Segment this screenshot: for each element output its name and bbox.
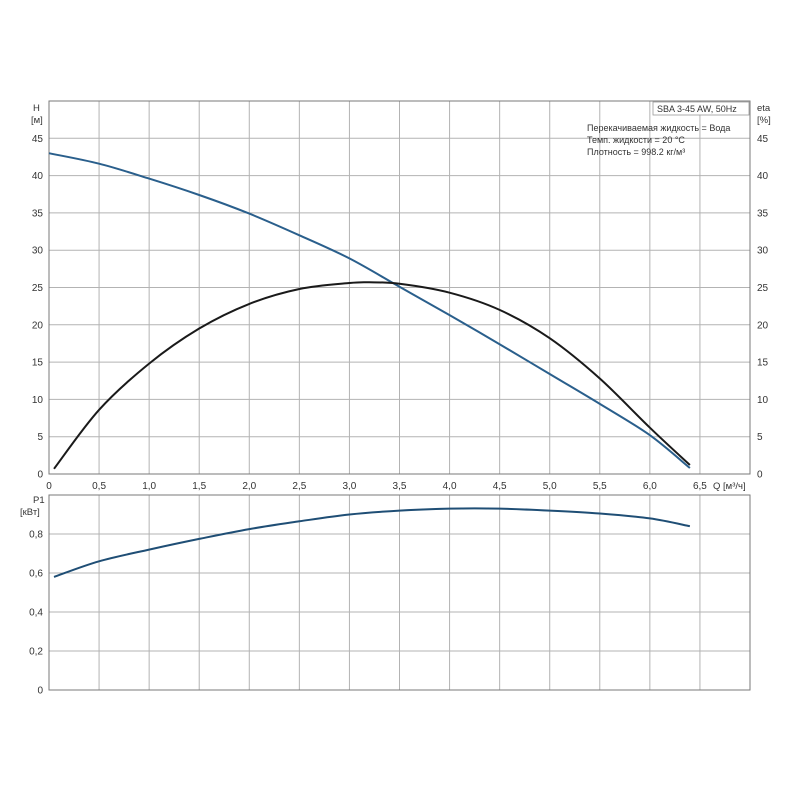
x-tick-label: 6,0 bbox=[643, 481, 657, 492]
head-y-tick-label: 20 bbox=[32, 320, 44, 331]
head-y-tick-label: 30 bbox=[32, 246, 44, 257]
head-efficiency-series bbox=[48, 152, 691, 470]
x-tick-label: 4,0 bbox=[443, 481, 457, 492]
power-series bbox=[53, 507, 691, 578]
power-axis-label: P1 bbox=[33, 495, 45, 506]
info-liquid: Перекачиваемая жидкость = Вода bbox=[587, 123, 730, 133]
head-y-tick-label: 0 bbox=[37, 470, 43, 481]
info-density: Плотность = 998.2 кг/м³ bbox=[587, 147, 685, 157]
eta-axis-label: eta bbox=[757, 103, 771, 114]
eta-y-tick-label: 45 bbox=[757, 134, 769, 145]
power-grid bbox=[49, 495, 750, 690]
head-axis-unit: [м] bbox=[31, 115, 43, 126]
chart-title: SBA 3-45 AW, 50Hz bbox=[657, 104, 737, 114]
power-axis-unit: [кВт] bbox=[20, 507, 40, 518]
power-curve bbox=[53, 507, 691, 578]
head-y-tick-label: 25 bbox=[32, 283, 44, 294]
x-tick-label: 6,5 bbox=[693, 481, 707, 492]
flow-x-tick-labels: 0 0,5 1,0 1,5 2,0 2,5 3,0 3,5 4,0 4,5 5,0 5,5 6,0 6,5 bbox=[46, 481, 707, 492]
power-y-tick-label: 0,4 bbox=[29, 608, 43, 619]
power-frame bbox=[48, 494, 751, 691]
title-box bbox=[652, 101, 750, 116]
eta-axis-unit: [%] bbox=[757, 115, 771, 126]
x-tick-label: 1,5 bbox=[192, 481, 206, 492]
power-y-tick-labels: 0 0,2 0,4 0,6 0,8 bbox=[29, 530, 43, 697]
x-tick-label: 0,5 bbox=[92, 481, 106, 492]
head-y-tick-label: 45 bbox=[32, 134, 44, 145]
head-y-tick-label: 35 bbox=[32, 208, 44, 219]
eta-y-tick-label: 0 bbox=[757, 470, 763, 481]
x-tick-label: 1,0 bbox=[142, 481, 156, 492]
x-tick-label: 0 bbox=[46, 481, 52, 492]
flow-axis-label: Q [м³/ч] bbox=[713, 481, 746, 492]
eta-y-tick-label: 10 bbox=[757, 395, 769, 406]
head-axis-label: H bbox=[33, 103, 40, 114]
head-efficiency-frame bbox=[48, 100, 751, 475]
x-tick-label: 4,5 bbox=[493, 481, 507, 492]
power-y-tick-label: 0,6 bbox=[29, 569, 43, 580]
eta-y-tick-label: 25 bbox=[757, 283, 769, 294]
head-y-tick-label: 15 bbox=[32, 358, 44, 369]
eta-y-tick-label: 5 bbox=[757, 432, 763, 443]
info-temperature: Темп. жидкости = 20 °C bbox=[587, 135, 685, 145]
eta-y-tick-labels: 0 5 10 15 20 25 30 35 40 45 bbox=[757, 134, 769, 481]
efficiency-curve bbox=[53, 281, 691, 470]
x-tick-label: 2,0 bbox=[242, 481, 256, 492]
eta-y-tick-label: 15 bbox=[757, 358, 769, 369]
eta-y-tick-label: 30 bbox=[757, 246, 769, 257]
power-y-tick-label: 0 bbox=[37, 686, 43, 697]
head-curve bbox=[48, 152, 691, 469]
x-tick-label: 5,0 bbox=[543, 481, 557, 492]
x-tick-label: 3,5 bbox=[393, 481, 407, 492]
eta-y-tick-label: 35 bbox=[757, 208, 769, 219]
head-y-tick-label: 10 bbox=[32, 395, 44, 406]
eta-y-tick-label: 20 bbox=[757, 320, 769, 331]
head-y-tick-label: 5 bbox=[37, 432, 43, 443]
power-y-tick-label: 0,2 bbox=[29, 647, 43, 658]
power-y-tick-label: 0,8 bbox=[29, 530, 43, 541]
x-tick-label: 2,5 bbox=[292, 481, 306, 492]
head-y-tick-label: 40 bbox=[32, 171, 44, 182]
x-tick-label: 3,0 bbox=[342, 481, 356, 492]
eta-y-tick-label: 40 bbox=[757, 171, 769, 182]
head-y-tick-labels: 0 5 10 15 20 25 30 35 40 45 bbox=[32, 134, 44, 481]
x-tick-label: 5,5 bbox=[593, 481, 607, 492]
